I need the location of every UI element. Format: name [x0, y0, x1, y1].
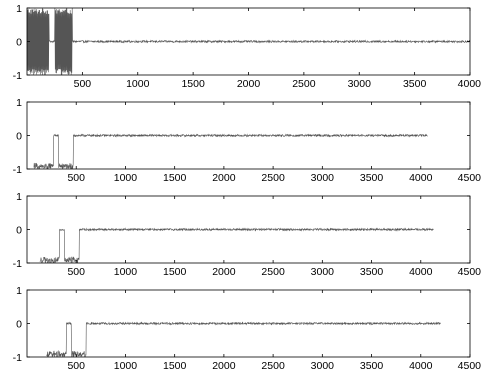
y-tick-label: 0: [16, 131, 22, 143]
y-tick-label: 1: [16, 285, 22, 297]
y-tick-label: 1: [16, 97, 22, 109]
x-tick-label: 1500: [163, 266, 187, 278]
x-tick-label: 1000: [114, 266, 138, 278]
signal-trace-2: [33, 133, 428, 169]
x-tick-label: 500: [74, 78, 92, 90]
x-tick-label: 3000: [311, 172, 335, 184]
x-tick-label: 4000: [409, 172, 433, 184]
x-tick-label: 1000: [126, 78, 150, 90]
y-tick-label: 1: [16, 191, 22, 203]
x-tick-label: 500: [67, 360, 85, 372]
x-tick-label: 4500: [458, 360, 482, 372]
x-tick-label: 2000: [212, 360, 236, 372]
x-tick-label: 4000: [409, 266, 433, 278]
x-tick-label: 500: [67, 266, 85, 278]
x-tick-label: 2500: [261, 360, 285, 372]
subplot-3: 500 1000 1500 2000 2500 3000 3500 4000 4500 -1 0 1: [13, 191, 482, 278]
x-tick-label: 4500: [458, 266, 482, 278]
x-tick-label: 3500: [360, 172, 384, 184]
x-tick-label: 1000: [114, 172, 138, 184]
y-tick-label: 0: [16, 225, 22, 237]
x-tick-label: 3500: [360, 266, 384, 278]
y-tick-label: -1: [13, 164, 22, 176]
signal-trace-4: [46, 321, 441, 357]
x-tick-label: 3500: [403, 78, 427, 90]
x-tick-label: 1500: [163, 172, 187, 184]
x-tick-label: 1000: [114, 360, 138, 372]
x-tick-label: 2500: [261, 172, 285, 184]
y-tick-label: 1: [16, 3, 22, 15]
x-tick-label: 2000: [212, 172, 236, 184]
y-tick-label: -1: [13, 70, 22, 82]
signal-trace-3: [39, 227, 434, 263]
subplot-2: 500 1000 1500 2000 2500 3000 3500 4000 4500 -1 0 1: [13, 97, 482, 184]
x-tick-label: 2500: [261, 266, 285, 278]
x-tick-label: 2000: [212, 266, 236, 278]
x-tick-label: 4500: [458, 172, 482, 184]
x-tick-label: 4000: [458, 78, 482, 90]
y-tick-label: 0: [16, 37, 22, 49]
y-tick-label: -1: [13, 352, 22, 364]
x-tick-label: 3500: [360, 360, 384, 372]
x-tick-label: 500: [67, 172, 85, 184]
subplot-1: 500 1000 1500 2000 2500 3000 3500 4000 -1 0 1: [13, 3, 482, 90]
x-tick-label: 4000: [409, 360, 433, 372]
x-tick-label: 1500: [163, 360, 187, 372]
x-tick-label: 2000: [237, 78, 261, 90]
y-tick-label: 0: [16, 319, 22, 331]
subplot-4: 500 1000 1500 2000 2500 3000 3500 4000 4500 -1 0 1: [13, 285, 482, 372]
x-tick-label: 3000: [348, 78, 372, 90]
x-tick-label: 3000: [311, 360, 335, 372]
x-tick-label: 3000: [311, 266, 335, 278]
y-tick-label: -1: [13, 258, 22, 270]
signal-trace-1: [27, 8, 470, 75]
x-tick-label: 1500: [181, 78, 205, 90]
x-tick-label: 2500: [292, 78, 316, 90]
